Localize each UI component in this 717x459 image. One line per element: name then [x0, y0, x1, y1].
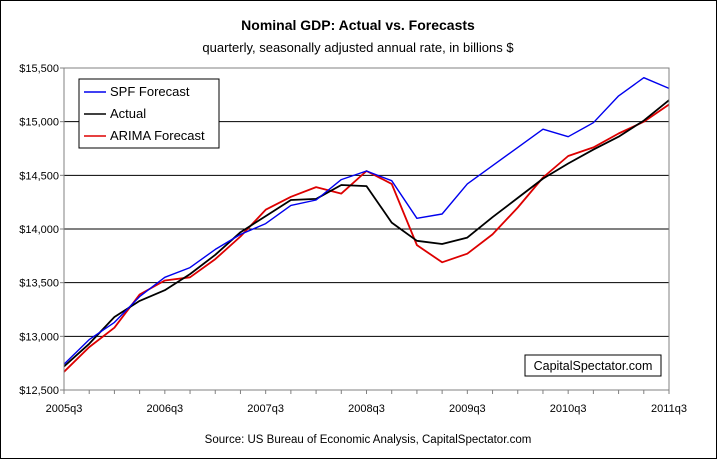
legend-label-spf: SPF Forecast [110, 84, 190, 99]
chart-title: Nominal GDP: Actual vs. Forecasts [241, 17, 475, 33]
legend: SPF Forecast Actual ARIMA Forecast [78, 78, 220, 149]
x-axis-ticks: 2005q3 2006q3 2007q3 2008q3 2009q3 2010q3 2011… [46, 390, 687, 415]
y-tick-label: $12,500 [19, 385, 59, 397]
x-tick-label: 2008q3 [348, 403, 385, 415]
x-tick-label: 2005q3 [46, 403, 83, 415]
y-tick-label: $14,500 [19, 170, 59, 182]
y-tick-label: $14,000 [19, 224, 59, 236]
x-tick-label: 2009q3 [449, 403, 486, 415]
watermark-box [524, 354, 662, 377]
series-line-spf-forecast [63, 76, 670, 365]
legend-label-actual: Actual [110, 106, 146, 121]
watermark-text: CapitalSpectator.com [534, 359, 653, 373]
y-axis-ticks: $12,500 $13,000 $13,500 $14,000 $14,500 $15,0… [19, 63, 64, 397]
x-tick-label: 2010q3 [550, 403, 587, 415]
x-tick-label: 2007q3 [247, 403, 284, 415]
y-tick-label: $15,500 [19, 63, 59, 75]
source-note: Source: US Bureau of Economic Analysis, … [205, 434, 532, 446]
grid-layer [64, 121, 669, 337]
y-tick-label: $15,000 [19, 117, 59, 129]
series-layer [63, 76, 670, 373]
x-tick-label: 2006q3 [146, 403, 183, 415]
watermark: CapitalSpectator.com [524, 354, 662, 377]
y-tick-label: $13,000 [19, 331, 59, 343]
x-tick-label: 2011q3 [651, 403, 687, 415]
chart-subtitle: quarterly, seasonally adjusted annual ra… [202, 40, 514, 55]
y-tick-label: $13,500 [19, 278, 59, 290]
legend-label-arima: ARIMA Forecast [110, 128, 205, 143]
series-line-actual [63, 99, 670, 368]
